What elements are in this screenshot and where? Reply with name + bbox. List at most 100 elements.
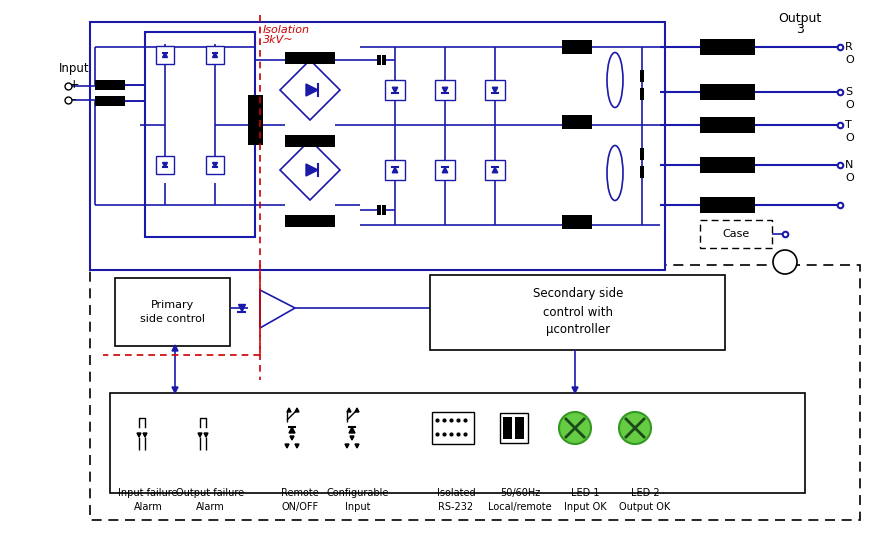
- Text: Isolated
RS-232: Isolated RS-232: [436, 488, 474, 511]
- Polygon shape: [203, 433, 208, 437]
- Text: O: O: [844, 133, 852, 143]
- Polygon shape: [571, 387, 577, 393]
- Ellipse shape: [607, 145, 622, 200]
- Text: 3kV~: 3kV~: [262, 35, 293, 45]
- Polygon shape: [289, 427, 295, 433]
- Bar: [381, 55, 386, 65]
- Text: O: O: [844, 173, 852, 183]
- Bar: [700, 117, 754, 133]
- Text: -: -: [71, 93, 76, 106]
- Polygon shape: [492, 167, 497, 173]
- Bar: [376, 205, 381, 215]
- Text: R: R: [844, 42, 852, 52]
- Polygon shape: [289, 436, 294, 440]
- Polygon shape: [441, 87, 448, 93]
- Text: Input: Input: [58, 62, 90, 75]
- Ellipse shape: [607, 52, 622, 107]
- Polygon shape: [260, 290, 295, 328]
- Text: 3: 3: [795, 23, 803, 36]
- Bar: [434, 160, 454, 180]
- Polygon shape: [238, 305, 245, 312]
- Polygon shape: [306, 164, 318, 176]
- Bar: [640, 70, 643, 82]
- Polygon shape: [287, 408, 290, 412]
- Bar: [285, 52, 335, 64]
- Text: Output: Output: [778, 11, 820, 24]
- Bar: [95, 96, 125, 106]
- Polygon shape: [143, 433, 147, 437]
- Text: Output failure
Alarm: Output failure Alarm: [176, 488, 244, 511]
- Polygon shape: [306, 84, 318, 96]
- Bar: [429, 275, 724, 350]
- Text: Input failure
Alarm: Input failure Alarm: [118, 488, 177, 511]
- Polygon shape: [172, 387, 178, 393]
- Bar: [206, 156, 223, 174]
- Polygon shape: [441, 167, 448, 173]
- Polygon shape: [349, 436, 354, 440]
- Polygon shape: [280, 140, 340, 200]
- Bar: [156, 46, 174, 64]
- Polygon shape: [136, 433, 141, 437]
- Bar: [376, 55, 381, 65]
- Text: Primary
side control: Primary side control: [140, 300, 205, 324]
- Polygon shape: [280, 60, 340, 120]
- Text: Isolation: Isolation: [262, 25, 309, 35]
- Bar: [115, 278, 229, 346]
- Circle shape: [559, 412, 590, 444]
- Polygon shape: [295, 444, 299, 448]
- Polygon shape: [212, 163, 217, 167]
- Bar: [156, 156, 174, 174]
- Polygon shape: [392, 87, 397, 93]
- Polygon shape: [285, 444, 289, 448]
- Text: N: N: [844, 160, 852, 170]
- Text: LED 1
Input OK: LED 1 Input OK: [563, 488, 606, 511]
- Text: O: O: [844, 100, 852, 110]
- Polygon shape: [347, 408, 350, 412]
- Bar: [90, 265, 859, 520]
- Text: T: T: [844, 120, 851, 130]
- Bar: [484, 80, 504, 100]
- Bar: [514, 417, 523, 439]
- Bar: [561, 215, 591, 229]
- Text: +: +: [69, 78, 79, 91]
- Bar: [561, 115, 591, 129]
- Polygon shape: [163, 163, 167, 167]
- Polygon shape: [212, 52, 217, 57]
- Bar: [700, 197, 754, 213]
- Bar: [206, 46, 223, 64]
- Bar: [640, 148, 643, 160]
- Text: LED 2
Output OK: LED 2 Output OK: [619, 488, 670, 511]
- Bar: [145, 32, 255, 237]
- Bar: [285, 135, 335, 147]
- Polygon shape: [198, 433, 202, 437]
- Polygon shape: [392, 167, 397, 173]
- Bar: [385, 80, 405, 100]
- Bar: [90, 22, 664, 270]
- Bar: [700, 220, 771, 248]
- Bar: [640, 166, 643, 178]
- Bar: [700, 39, 754, 55]
- Bar: [95, 80, 125, 90]
- Bar: [700, 157, 754, 173]
- Text: Configurable
Input: Configurable Input: [327, 488, 388, 511]
- Bar: [381, 205, 386, 215]
- Polygon shape: [492, 87, 497, 93]
- Bar: [432, 412, 474, 444]
- Polygon shape: [345, 444, 348, 448]
- Polygon shape: [295, 408, 299, 412]
- Text: Secondary side
control with
μcontroller: Secondary side control with μcontroller: [532, 287, 622, 336]
- Bar: [502, 417, 512, 439]
- Text: Case: Case: [721, 229, 749, 239]
- Polygon shape: [163, 52, 167, 57]
- Bar: [640, 88, 643, 100]
- Circle shape: [773, 250, 796, 274]
- Bar: [700, 84, 754, 100]
- Text: Remote
ON/OFF: Remote ON/OFF: [281, 488, 319, 511]
- Polygon shape: [172, 345, 178, 351]
- Bar: [434, 80, 454, 100]
- Polygon shape: [348, 427, 355, 433]
- Bar: [385, 160, 405, 180]
- Bar: [248, 95, 262, 145]
- Bar: [561, 40, 591, 54]
- Text: 50/60Hz
Local/remote: 50/60Hz Local/remote: [488, 488, 551, 511]
